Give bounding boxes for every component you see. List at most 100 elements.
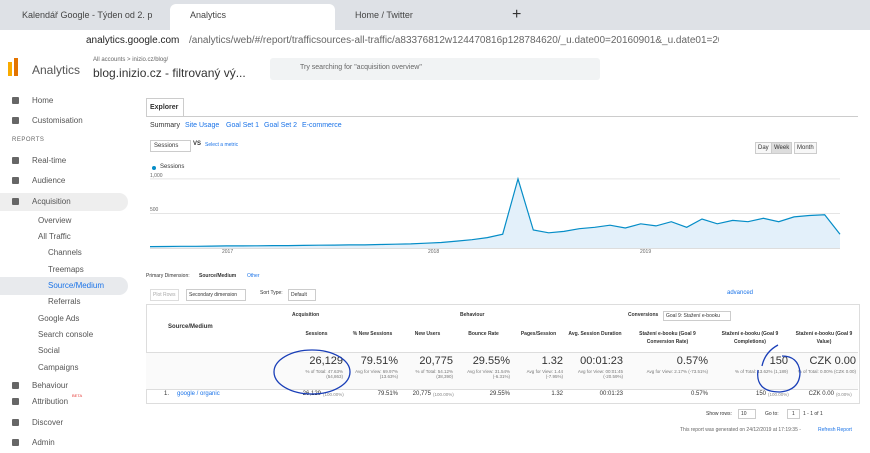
- nav-item[interactable]: Channels: [48, 248, 82, 257]
- column-header[interactable]: Sessions: [305, 331, 328, 337]
- total-sub: Avg for View: 2.17% (-73.51%): [646, 369, 708, 374]
- total-value: 00:01:23: [580, 355, 623, 367]
- nav-item[interactable]: Home: [32, 96, 54, 105]
- nav-item[interactable]: Behaviour: [32, 381, 69, 390]
- explorer-tab[interactable]: [146, 98, 184, 117]
- dropdown[interactable]: Default: [288, 289, 316, 301]
- row-index: 1.: [164, 391, 170, 397]
- nav-item[interactable]: Google Ads: [38, 314, 80, 323]
- metric-link[interactable]: Select a metric: [205, 142, 239, 148]
- link[interactable]: Refresh Report: [818, 427, 852, 433]
- view-selector[interactable]: blog.inizio.cz - filtrovaný vý...: [93, 66, 246, 80]
- total-sub: Avg for View: 1.44 (-7.95%): [526, 369, 563, 379]
- button[interactable]: Plot Rows: [150, 289, 179, 301]
- dropdown[interactable]: 10: [738, 409, 756, 419]
- total-value: 29.55%: [472, 355, 510, 367]
- nav-item[interactable]: Acquisition: [32, 197, 71, 206]
- cell-share: (100.00%): [433, 392, 454, 397]
- column-header[interactable]: % New Sessions: [352, 331, 393, 337]
- period-button[interactable]: Week: [771, 142, 793, 154]
- group-header: Behaviour: [460, 312, 485, 318]
- nav-item[interactable]: Search console: [38, 330, 94, 339]
- row-name[interactable]: google / organic: [177, 391, 220, 397]
- subtab[interactable]: E-commerce: [302, 122, 342, 129]
- nav-item[interactable]: Treemaps: [48, 265, 84, 274]
- totals-row: [146, 352, 858, 390]
- y-tick-label: 1,000: [150, 172, 163, 179]
- total-sub: % of Total: 13.62% (1,189): [735, 369, 788, 374]
- logo: [8, 62, 12, 76]
- period-button[interactable]: Month: [794, 142, 817, 154]
- nav-item[interactable]: Admin: [32, 438, 55, 447]
- cell: 20,775: [412, 391, 431, 397]
- dropdown[interactable]: Secondary dimension: [186, 289, 247, 301]
- subtab[interactable]: Goal Set 2: [264, 122, 298, 129]
- column-header[interactable]: Stažení e-booku (Goal 9 Conversion Rate): [639, 331, 696, 345]
- nav-item[interactable]: Attribution: [32, 397, 69, 406]
- y-tick-label: 500: [150, 207, 159, 214]
- total-value: 26,129: [309, 355, 343, 367]
- tab-title[interactable]: Kalendář Google - Týden od 2. p: [22, 10, 153, 20]
- goal-dropdown[interactable]: Goal 9: Stažení e-booku: [663, 311, 731, 321]
- beta-badge: BETA: [72, 393, 83, 398]
- column-header[interactable]: New Users: [414, 331, 441, 337]
- search-box[interactable]: [270, 58, 600, 80]
- primary-other[interactable]: Other: [247, 273, 260, 279]
- nav-icon: [12, 117, 19, 124]
- vs-label: VS: [193, 141, 202, 147]
- period-button[interactable]: Day: [755, 142, 772, 154]
- total-sub: % of Total: 54.12% (38,390): [415, 369, 453, 379]
- total-sub: Avg for View: 00:01:45 (-20.59%): [577, 369, 623, 379]
- input[interactable]: 1: [787, 409, 800, 419]
- search-placeholder[interactable]: Try searching for "acquisition overview": [300, 64, 422, 71]
- subtab[interactable]: Goal Set 1: [226, 122, 260, 129]
- tab-title[interactable]: Analytics: [190, 10, 227, 20]
- primary-label: Primary Dimension:: [146, 273, 190, 279]
- tab[interactable]: Explorer: [150, 104, 179, 111]
- sessions-line: [149, 176, 841, 248]
- nav-item[interactable]: Real-time: [32, 156, 67, 165]
- subtab[interactable]: Site Usage: [185, 122, 220, 129]
- cell: CZK 0.00: [808, 391, 834, 397]
- nav-item[interactable]: Social: [38, 346, 60, 355]
- nav-icon: [12, 419, 19, 426]
- nav-item[interactable]: Source/Medium: [48, 281, 105, 290]
- legend-dot: [152, 166, 156, 170]
- divider: [146, 116, 858, 117]
- total-sub: % of Total: 0.00% (CZK 0.00): [797, 369, 856, 374]
- link[interactable]: advanced: [727, 290, 754, 296]
- active-tab[interactable]: [170, 4, 335, 30]
- nav-item[interactable]: Overview: [38, 216, 72, 225]
- nav-item[interactable]: Customisation: [32, 116, 83, 125]
- column-header[interactable]: Bounce Rate: [468, 331, 499, 337]
- cell: 0.57%: [690, 391, 708, 397]
- nav-item[interactable]: Discover: [32, 418, 64, 427]
- x-label: 2019: [640, 249, 652, 255]
- x-label: 2018: [428, 249, 440, 255]
- nav-item[interactable]: Campaigns: [38, 363, 79, 372]
- new-tab[interactable]: +: [512, 6, 522, 23]
- total-value: 1.32: [541, 355, 563, 367]
- nav-item[interactable]: Audience: [32, 176, 66, 185]
- app-name: Analytics: [32, 63, 81, 77]
- label: 1 - 1 of 1: [803, 411, 823, 417]
- tab-title[interactable]: Home / Twitter: [355, 10, 413, 20]
- label: Show rows:: [706, 411, 732, 417]
- column-header[interactable]: Stažení e-booku (Goal 9 Completions): [721, 331, 779, 345]
- nav-icon: [12, 198, 19, 205]
- column-header[interactable]: Pages/Session: [520, 331, 557, 337]
- column-header[interactable]: Stažení e-booku (Goal 9 Value): [795, 331, 853, 345]
- total-sub: % of Total: 47.63% (54,863): [305, 369, 343, 379]
- cell: 79.51%: [377, 391, 398, 397]
- metric-select[interactable]: Sessions: [150, 140, 192, 152]
- total-value: 150: [769, 355, 788, 367]
- nav-item[interactable]: Referrals: [48, 297, 81, 306]
- nav-item: REPORTS: [12, 137, 45, 143]
- subtab[interactable]: Summary: [150, 122, 180, 129]
- nav-icon: [12, 439, 19, 446]
- total-value: 79.51%: [360, 355, 398, 367]
- total-sub: Avg for View: 31.54% (-6.31%): [467, 369, 510, 379]
- nav-item[interactable]: All Traffic: [38, 232, 71, 241]
- column-header[interactable]: Avg. Session Duration: [568, 331, 622, 337]
- total-value: 20,775: [419, 355, 453, 367]
